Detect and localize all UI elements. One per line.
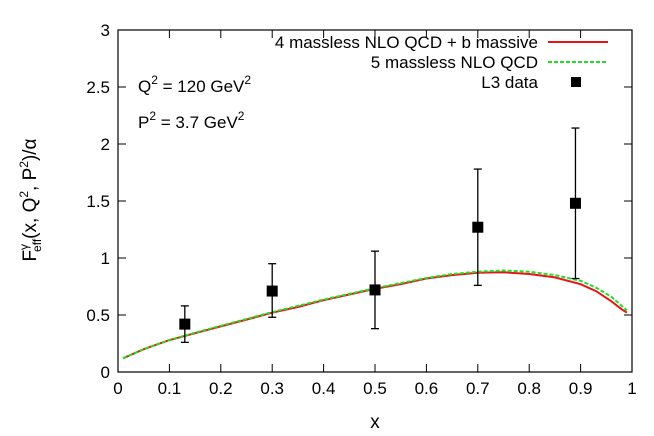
legend-label-series-1: 4 massless NLO QCD + b massive xyxy=(275,33,538,52)
y-tick-label-0: 0 xyxy=(101,363,110,382)
x-tick-label-1: 0.1 xyxy=(158,379,182,398)
x-tick-label-5: 0.5 xyxy=(363,379,387,398)
legend-marker-series-3 xyxy=(571,77,581,87)
x-axis-title: x xyxy=(370,412,380,433)
y-tick-label-4: 2 xyxy=(101,135,110,154)
y-tick-label-1: 0.5 xyxy=(86,306,110,325)
x-tick-labels: 0 0.1 0.2 0.3 0.4 0.5 0.6 0.7 0.8 0.9 1 xyxy=(113,379,636,398)
x-tick-label-8: 0.8 xyxy=(517,379,541,398)
data-point-4 xyxy=(569,197,581,209)
legend: 4 massless NLO QCD + b massive 5 massles… xyxy=(275,33,608,92)
data-point-0 xyxy=(179,318,191,330)
data-points xyxy=(179,127,581,344)
x-tick-label-3: 0.3 xyxy=(260,379,284,398)
tick-marks xyxy=(117,29,633,373)
y-tick-label-2: 1 xyxy=(101,249,110,268)
y-tick-label-6: 3 xyxy=(101,21,110,40)
legend-label-series-3: L3 data xyxy=(481,73,538,92)
data-point-1 xyxy=(266,285,278,297)
y-tick-label-3: 1.5 xyxy=(86,192,110,211)
annotation-p2: P2 = 3.7 GeV2 xyxy=(138,109,245,132)
x-tick-label-9: 0.9 xyxy=(569,379,593,398)
series-lines xyxy=(122,269,628,360)
y-tick-labels: 0 0.5 1 1.5 2 2.5 3 xyxy=(86,21,110,382)
annotation-q2: Q2 = 120 GeV2 xyxy=(138,73,251,96)
x-tick-label-10: 1 xyxy=(627,379,636,398)
y-axis-title: Fγeff(x, Q2, P2)/α xyxy=(17,138,44,261)
x-tick-label-7: 0.7 xyxy=(466,379,490,398)
y-tick-label-5: 2.5 xyxy=(86,78,110,97)
series-line-1 xyxy=(122,271,628,360)
legend-label-series-2: 5 massless NLO QCD xyxy=(371,53,538,72)
data-point-3 xyxy=(472,221,484,233)
x-tick-label-4: 0.4 xyxy=(312,379,336,398)
x-tick-label-6: 0.6 xyxy=(415,379,439,398)
x-tick-label-2: 0.2 xyxy=(209,379,233,398)
series-line-2 xyxy=(122,269,628,360)
x-tick-label-0: 0 xyxy=(113,379,122,398)
data-point-2 xyxy=(369,284,381,296)
